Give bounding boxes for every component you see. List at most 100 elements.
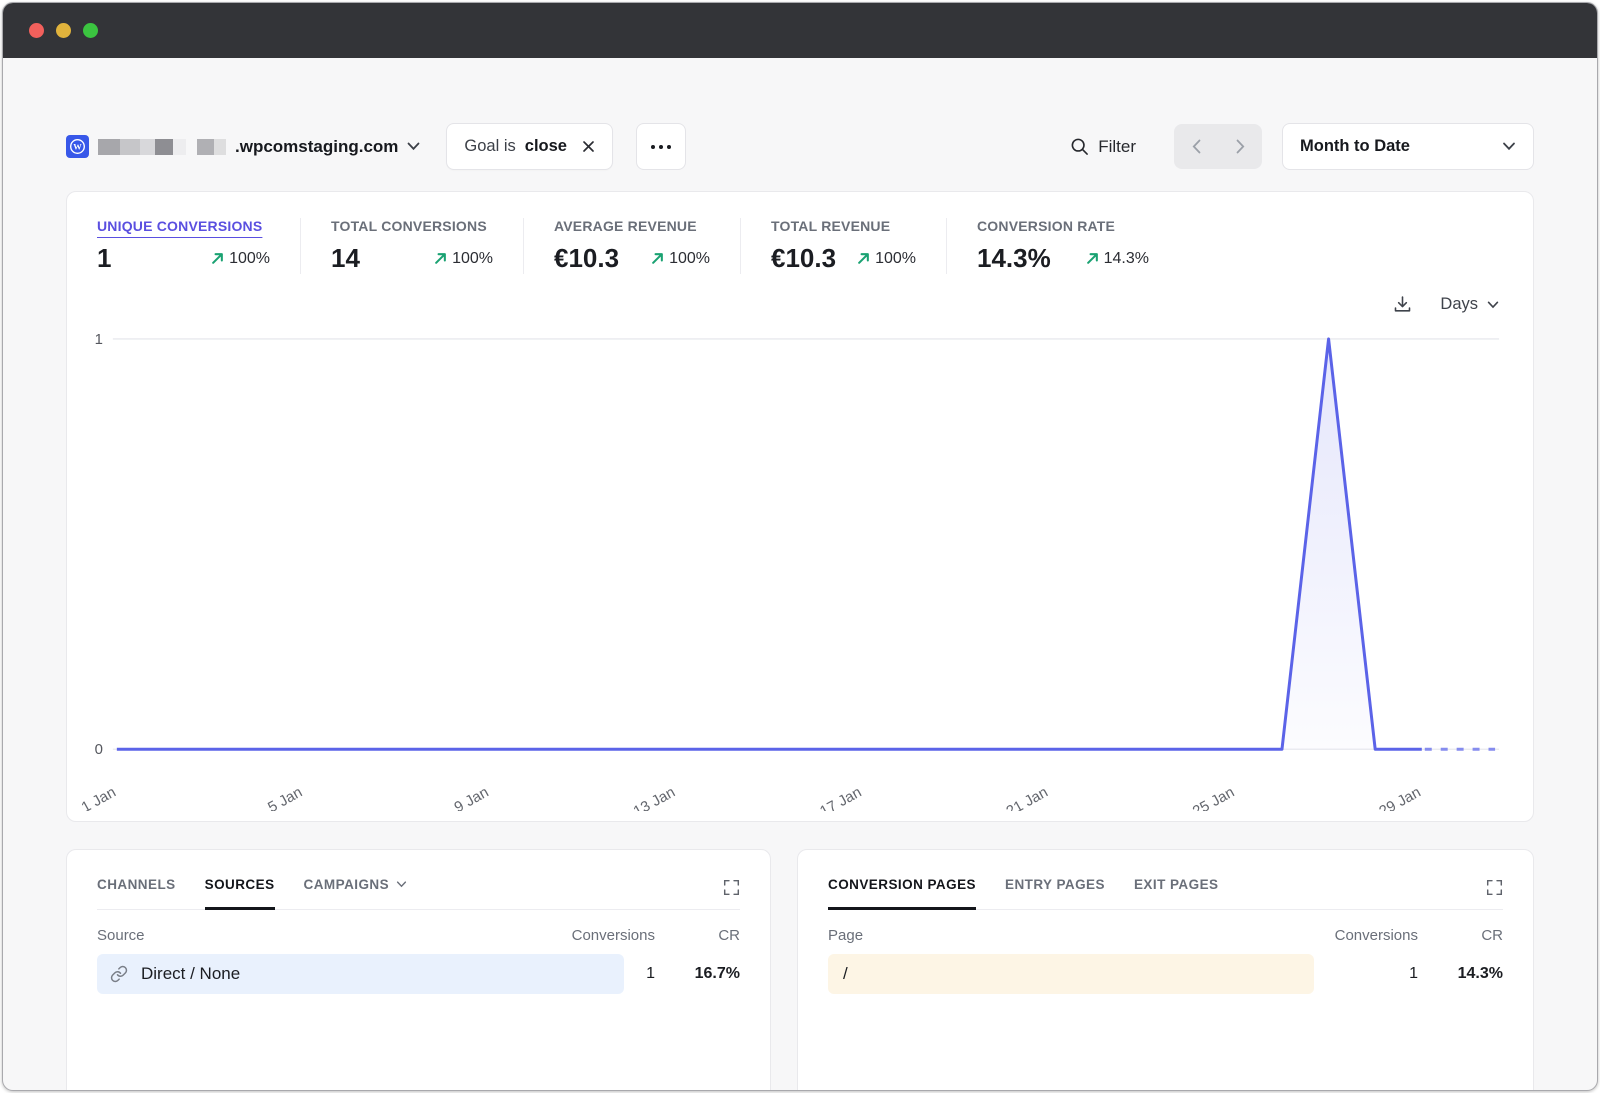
- goal-chip-value: close: [524, 137, 567, 155]
- chevron-down-icon: [1502, 142, 1516, 151]
- metric-average-revenue[interactable]: AVERAGE REVENUE €10.3 100%: [524, 218, 741, 274]
- trend-up-icon: [212, 253, 223, 264]
- zoom-window-button[interactable]: [83, 23, 98, 38]
- tab-exit-pages[interactable]: EXIT PAGES: [1133, 876, 1219, 892]
- pages-table-header: Page Conversions CR: [828, 926, 1503, 944]
- link-icon: [110, 965, 128, 983]
- metric-delta: 100%: [651, 250, 710, 268]
- chevron-down-icon: [397, 881, 407, 888]
- metric-label: TOTAL REVENUE: [771, 218, 891, 234]
- period-pager: [1174, 124, 1262, 169]
- tab-sources[interactable]: SOURCES: [204, 877, 275, 910]
- chevron-down-icon: [1487, 301, 1499, 309]
- goal-filter-chip[interactable]: Goal is close: [446, 123, 613, 170]
- metric-delta: 100%: [211, 250, 270, 268]
- filter-button[interactable]: Filter: [1070, 137, 1136, 157]
- pages-tabs: CONVERSION PAGES ENTRY PAGES EXIT PAGES: [828, 876, 1219, 910]
- page-label: /: [843, 963, 848, 983]
- svg-text:13 Jan: 13 Jan: [631, 784, 678, 811]
- more-options-icon: [650, 144, 655, 149]
- svg-text:W: W: [73, 142, 82, 152]
- date-range-value: Month to Date: [1300, 137, 1410, 155]
- chevron-down-icon: [407, 142, 420, 151]
- sources-table-header: Source Conversions CR: [97, 926, 740, 944]
- metric-total-revenue[interactable]: TOTAL REVENUE €10.3 100%: [741, 218, 947, 274]
- metrics-row: UNIQUE CONVERSIONS 1 100% TOTAL CONVERSI…: [67, 218, 1533, 274]
- metric-delta: 100%: [434, 250, 493, 268]
- trend-up-icon: [652, 253, 663, 264]
- metric-label: UNIQUE CONVERSIONS: [97, 218, 263, 234]
- share-bar: [828, 953, 1314, 994]
- conversions-value: 1: [1409, 964, 1418, 982]
- svg-text:1 Jan: 1 Jan: [79, 784, 119, 811]
- header-row: W .wpcomstaging.com Goal is close: [66, 123, 1534, 170]
- prev-period-button[interactable]: [1174, 124, 1218, 169]
- page-content: W .wpcomstaging.com Goal is close: [3, 123, 1597, 1090]
- svg-text:0: 0: [95, 741, 103, 758]
- cr-value: 16.7%: [694, 964, 740, 982]
- metric-conversion-rate[interactable]: CONVERSION RATE 14.3% 14.3%: [947, 218, 1179, 274]
- chart-area[interactable]: 0 1 1 Jan 5 Jan 9 Jan 13 Jan 17 Jan 21 Jan 25 Ja…: [67, 317, 1533, 811]
- pages-card: CONVERSION PAGES ENTRY PAGES EXIT PAGES …: [797, 848, 1534, 1090]
- trend-up-icon: [435, 253, 446, 264]
- svg-text:21 Jan: 21 Jan: [1003, 784, 1050, 811]
- expand-card-button[interactable]: [723, 877, 740, 896]
- page-row-root[interactable]: / 1 14.3%: [828, 953, 1503, 994]
- tab-entry-pages[interactable]: ENTRY PAGES: [1004, 876, 1105, 892]
- analytics-card: UNIQUE CONVERSIONS 1 100% TOTAL CONVERSI…: [66, 191, 1534, 822]
- filter-label: Filter: [1098, 136, 1136, 156]
- expand-icon: [1486, 879, 1503, 895]
- share-bar: [97, 953, 625, 994]
- cr-value: 14.3%: [1457, 964, 1503, 982]
- search-icon: [1070, 137, 1089, 156]
- close-window-button[interactable]: [29, 23, 44, 38]
- conversions-chart: 0 1 1 Jan 5 Jan 9 Jan 13 Jan 17 Jan 21 Jan 25 Ja…: [79, 331, 1500, 811]
- svg-text:1: 1: [95, 331, 103, 348]
- svg-text:9 Jan: 9 Jan: [451, 784, 491, 811]
- window-titlebar: [3, 3, 1597, 58]
- expand-icon: [723, 879, 740, 895]
- interval-value: Days: [1440, 295, 1478, 313]
- site-selector[interactable]: W .wpcomstaging.com: [66, 135, 420, 158]
- redacted-site-name: [98, 138, 226, 155]
- metric-delta: 100%: [857, 250, 916, 268]
- metric-total-conversions[interactable]: TOTAL CONVERSIONS 14 100%: [301, 218, 524, 274]
- svg-text:25 Jan: 25 Jan: [1190, 784, 1237, 811]
- source-label: Direct / None: [141, 963, 241, 983]
- tab-conversion-pages[interactable]: CONVERSION PAGES: [828, 877, 976, 910]
- metric-label: CONVERSION RATE: [977, 218, 1116, 234]
- next-period-button[interactable]: [1218, 124, 1262, 169]
- metric-value: 14: [331, 243, 360, 273]
- trend-up-icon: [858, 253, 869, 264]
- date-range-select[interactable]: Month to Date: [1282, 123, 1534, 170]
- metric-value: 14.3%: [977, 243, 1051, 273]
- conversions-value: 1: [646, 964, 655, 982]
- svg-text:17 Jan: 17 Jan: [817, 784, 864, 811]
- metric-value: €10.3: [771, 243, 837, 273]
- site-domain: .wpcomstaging.com: [235, 136, 399, 156]
- expand-card-button[interactable]: [1486, 877, 1503, 896]
- download-icon: [1395, 296, 1411, 312]
- svg-text:5 Jan: 5 Jan: [265, 784, 305, 811]
- goal-chip-prefix: Goal is: [464, 137, 516, 155]
- tab-channels[interactable]: CHANNELS: [97, 876, 176, 892]
- chart-controls: Days: [67, 274, 1533, 317]
- wordpress-icon: W: [66, 135, 89, 158]
- metric-unique-conversions[interactable]: UNIQUE CONVERSIONS 1 100%: [67, 218, 301, 274]
- svg-text:29 Jan: 29 Jan: [1376, 784, 1423, 811]
- tab-campaigns[interactable]: CAMPAIGNS: [304, 877, 408, 909]
- sources-tabs: CHANNELS SOURCES CAMPAIGNS: [97, 876, 408, 910]
- metric-delta: 14.3%: [1086, 250, 1149, 268]
- download-chart-button[interactable]: [1392, 294, 1413, 315]
- interval-select[interactable]: Days: [1440, 295, 1499, 314]
- minimize-window-button[interactable]: [56, 23, 71, 38]
- more-options-button[interactable]: [635, 123, 686, 170]
- source-row-direct-none[interactable]: Direct / None 1 16.7%: [97, 953, 740, 994]
- metric-label: AVERAGE REVENUE: [554, 218, 697, 234]
- remove-filter-icon[interactable]: [582, 140, 595, 153]
- bottom-cards: CHANNELS SOURCES CAMPAIGNS Source Conver…: [66, 848, 1534, 1090]
- trend-up-icon: [1086, 253, 1098, 264]
- metric-value: €10.3: [554, 243, 620, 273]
- sources-card: CHANNELS SOURCES CAMPAIGNS Source Conver…: [66, 848, 771, 1090]
